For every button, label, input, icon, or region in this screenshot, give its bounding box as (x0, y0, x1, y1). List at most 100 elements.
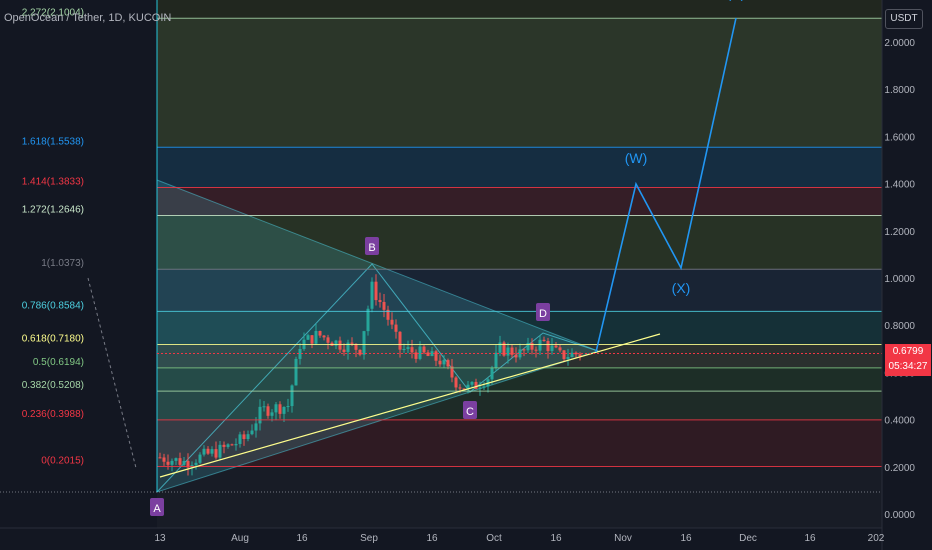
wave-badge (536, 303, 550, 321)
candle-body (494, 352, 498, 368)
last-price-value: 0.6799 (892, 346, 924, 357)
candle-body (198, 454, 202, 463)
fib-band (157, 215, 882, 270)
x-tick-label: 16 (426, 533, 438, 544)
candle-body (558, 347, 562, 351)
x-tick-label: 16 (550, 533, 562, 544)
candle-body (186, 461, 190, 468)
candle-body (434, 351, 438, 361)
candle-body (226, 444, 230, 447)
candle-body (242, 434, 246, 440)
candle-body (194, 462, 198, 466)
candle-body (414, 352, 418, 359)
candle-body (250, 430, 254, 435)
support-trendline (159, 333, 661, 478)
candle-body (390, 319, 394, 325)
candle-body (426, 352, 430, 356)
candle-body (378, 300, 382, 302)
candle-body (358, 349, 362, 355)
bar-countdown: 05:34:27 (888, 361, 928, 372)
candle-body (550, 345, 554, 351)
candle-body (394, 324, 398, 332)
candle-body (366, 308, 370, 332)
candle-body (422, 346, 426, 353)
candle-body (410, 347, 414, 353)
candle-body (382, 301, 386, 310)
wave-badge (365, 237, 379, 255)
x-tick-label: 16 (296, 533, 308, 544)
candle-body (286, 406, 290, 408)
fib-level-label: 1.618(1.5538) (22, 136, 84, 147)
candle-body (290, 385, 294, 407)
fib-level-label: 2.272(2.1004) (22, 7, 84, 18)
candle-body (458, 387, 462, 389)
candle-body (362, 331, 366, 355)
candle-body (510, 347, 514, 355)
candle-body (418, 346, 422, 359)
candle-body (462, 388, 466, 390)
candle-body (546, 340, 550, 351)
fib-band (157, 18, 882, 148)
candle-body (402, 348, 406, 350)
candle-body (222, 444, 226, 447)
x-tick-label: Sep (360, 533, 378, 544)
price-axis-bg (882, 0, 932, 550)
candle-body (478, 387, 482, 389)
fib-band (157, 269, 882, 312)
y-tick-label: 1.4000 (884, 180, 915, 191)
candle-body (202, 448, 206, 455)
candle-body (442, 360, 446, 365)
projection-label: (Y) (727, 0, 746, 1)
candle-body (158, 457, 162, 459)
fib-band (157, 367, 882, 392)
fib-band (157, 466, 882, 528)
candle-body (238, 434, 242, 444)
fib-level-label: 0.236(0.3988) (22, 409, 84, 420)
time-axis-bg (0, 528, 932, 550)
fib-level-label: 0.382(0.5208) (22, 380, 84, 391)
candle-body (234, 443, 238, 446)
wave-badge (150, 498, 164, 516)
wave-label: B (368, 242, 375, 254)
candle-body (310, 335, 314, 344)
candle-body (166, 461, 170, 465)
candle-body (470, 381, 474, 385)
y-tick-label: 1.0000 (884, 274, 915, 285)
dashed-trend-line (87, 277, 137, 469)
y-tick-label: 0.8000 (884, 321, 915, 332)
candle-body (350, 342, 354, 344)
candle-body (538, 339, 542, 351)
candle-body (474, 381, 478, 389)
fib-level-label: 0.618(0.7180) (22, 334, 84, 345)
candle-body (566, 357, 570, 359)
wave-path (156, 263, 599, 493)
candle-body (374, 281, 378, 301)
candle-body (446, 360, 450, 367)
candle-body (314, 331, 318, 344)
x-tick-label: Nov (614, 533, 632, 544)
y-tick-label: 0.4000 (884, 416, 915, 427)
candle-body (182, 461, 186, 465)
last-price-badge: 0.6799 05:34:27 (885, 344, 931, 376)
projection-path (595, 17, 737, 353)
fib-band (157, 147, 882, 188)
candle-body (530, 342, 534, 350)
fib-level-label: 0.5(0.6194) (33, 357, 84, 368)
fib-level-label: 0(0.2015) (41, 455, 84, 466)
currency-badge[interactable]: USDT (885, 9, 923, 29)
y-tick-label: 1.8000 (884, 85, 915, 96)
fib-level-label: 1.272(1.2646) (22, 205, 84, 216)
candle-body (214, 449, 218, 458)
candle-body (406, 347, 410, 349)
candle-body (318, 331, 322, 336)
candle-body (454, 377, 458, 388)
candle-body (306, 335, 310, 340)
x-tick-label: 202 (868, 533, 885, 544)
x-tick-label: Oct (486, 533, 502, 544)
candle-body (522, 349, 526, 351)
candle-body (562, 350, 566, 359)
fib-level-label: 0.786(0.8584) (22, 300, 84, 311)
fib-level-label: 1(1.0373) (41, 258, 84, 269)
candle-body (342, 349, 346, 352)
